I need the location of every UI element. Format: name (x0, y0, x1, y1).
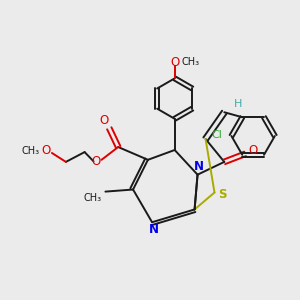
Text: O: O (170, 56, 179, 68)
Text: Cl: Cl (212, 130, 223, 140)
Text: CH₃: CH₃ (182, 57, 200, 67)
Text: O: O (41, 143, 51, 157)
Text: CH₃: CH₃ (84, 194, 102, 203)
Text: O: O (91, 155, 100, 168)
Text: S: S (219, 188, 227, 201)
Text: O: O (99, 114, 109, 128)
Text: H: H (233, 99, 242, 109)
Text: N: N (194, 160, 204, 173)
Text: CH₃: CH₃ (21, 146, 39, 156)
Text: O: O (248, 144, 257, 158)
Text: N: N (148, 223, 159, 236)
